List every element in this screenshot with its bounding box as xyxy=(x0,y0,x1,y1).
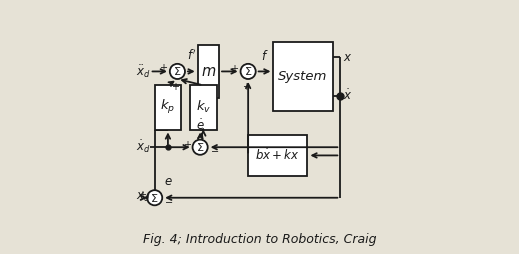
Text: $m$: $m$ xyxy=(201,64,216,79)
Text: $x$: $x$ xyxy=(344,51,353,64)
Text: +: + xyxy=(138,190,146,200)
Text: $\Sigma$: $\Sigma$ xyxy=(196,141,204,153)
Text: $\dot{e}$: $\dot{e}$ xyxy=(196,119,204,133)
Circle shape xyxy=(170,64,185,79)
Text: +: + xyxy=(242,82,250,91)
Text: System: System xyxy=(278,70,328,83)
Text: $\dot{x}_d$: $\dot{x}_d$ xyxy=(136,139,151,155)
Text: $\Sigma$: $\Sigma$ xyxy=(151,192,159,204)
Text: $f'$: $f'$ xyxy=(187,48,196,62)
Text: $e$: $e$ xyxy=(163,175,172,188)
Circle shape xyxy=(240,64,256,79)
Text: Fig. 4; Introduction to Robotics, Craig: Fig. 4; Introduction to Robotics, Craig xyxy=(143,233,376,246)
FancyBboxPatch shape xyxy=(190,85,216,130)
Text: $k_p$: $k_p$ xyxy=(160,98,175,116)
Circle shape xyxy=(147,190,162,205)
Text: $f$: $f$ xyxy=(261,49,268,62)
Circle shape xyxy=(193,140,208,155)
Text: +: + xyxy=(183,140,192,150)
Text: $k_v$: $k_v$ xyxy=(196,99,211,116)
Text: $\Sigma$: $\Sigma$ xyxy=(173,66,182,77)
Text: $b\dot{x}+kx$: $b\dot{x}+kx$ xyxy=(255,148,300,163)
FancyBboxPatch shape xyxy=(198,45,219,98)
Text: $\ddot{x}_d$: $\ddot{x}_d$ xyxy=(136,63,151,80)
Text: $-$: $-$ xyxy=(165,196,173,206)
FancyBboxPatch shape xyxy=(248,135,307,176)
Text: +: + xyxy=(230,64,238,74)
Text: $\dot{x}$: $\dot{x}$ xyxy=(344,88,353,103)
Text: +: + xyxy=(171,82,179,91)
Text: $x_d$: $x_d$ xyxy=(136,191,151,204)
Text: +: + xyxy=(159,64,167,73)
FancyBboxPatch shape xyxy=(274,42,333,110)
FancyBboxPatch shape xyxy=(155,85,181,130)
Text: $\Sigma$: $\Sigma$ xyxy=(244,66,252,77)
Text: $-$: $-$ xyxy=(210,145,219,155)
